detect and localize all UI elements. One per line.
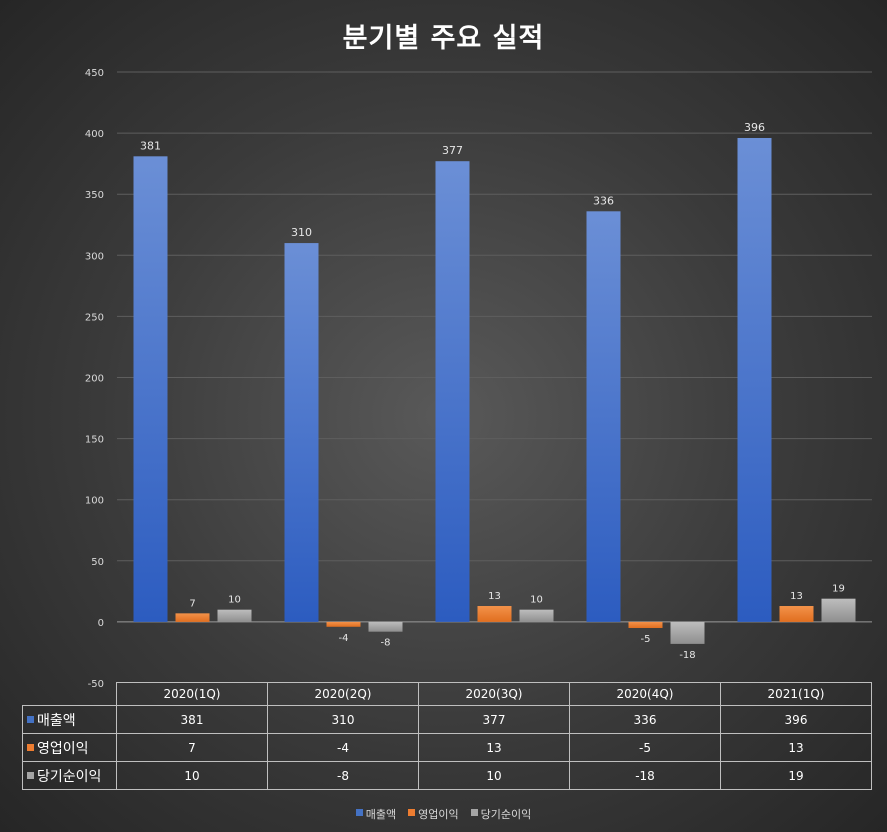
bar-0-1 (284, 243, 319, 622)
data-label: -4 (339, 633, 349, 644)
y-tick-label: 250 (85, 312, 104, 323)
table-cell: 381 (116, 705, 268, 734)
y-tick-label: 50 (91, 557, 104, 568)
chart-title: 분기별 주요 실적 (342, 23, 545, 54)
legend-swatch (355, 809, 363, 816)
data-label: 13 (790, 591, 803, 602)
bar-1-1 (326, 621, 361, 627)
data-label: 10 (530, 595, 543, 606)
table-cell: -18 (569, 761, 721, 790)
table-cell: 7 (116, 733, 268, 762)
data-label: -8 (381, 638, 391, 649)
table-cell: 310 (267, 705, 419, 734)
y-tick-label: 100 (85, 496, 104, 507)
legend-swatch (408, 809, 416, 816)
chart-legend: 매출액 영업이익 당기순이익 (0, 806, 887, 822)
legend-item: 매출액 (355, 806, 396, 822)
table-cell: 13 (720, 733, 872, 762)
data-label: 19 (832, 584, 845, 595)
bar-2-2 (519, 609, 554, 622)
table-cell: -5 (569, 733, 721, 762)
table-cell: -4 (267, 733, 419, 762)
bar-2-0 (217, 609, 252, 622)
table-series-label: 영업이익 (22, 733, 117, 762)
bar-1-4 (779, 606, 814, 622)
table-row: 영업이익 7 -4 13 -5 13 (22, 733, 872, 762)
y-tick-label: 0 (98, 618, 104, 629)
table-series-label: 당기순이익 (22, 761, 117, 790)
data-label: -5 (641, 634, 651, 645)
y-tick-label: 400 (85, 129, 104, 140)
data-label: 7 (189, 598, 195, 609)
legend-swatch (470, 809, 478, 816)
bar-2-4 (821, 598, 856, 622)
data-label: 310 (291, 226, 312, 239)
data-label: -18 (679, 650, 695, 661)
data-table-body: 매출액 381 310 377 336 396 영업이익 7 -4 13 -5 13 당기순이익 10 -8… (22, 705, 872, 790)
table-category-header: 2021(1Q) (720, 682, 872, 706)
table-series-label: 매출액 (22, 705, 117, 734)
bar-0-2 (435, 161, 470, 622)
y-tick-label: 450 (85, 68, 104, 79)
y-tick-label: 200 (85, 374, 104, 385)
data-label: 396 (744, 121, 765, 134)
legend-item: 당기순이익 (470, 806, 531, 822)
y-tick-label: 350 (85, 190, 104, 201)
table-cell: 396 (720, 705, 872, 734)
table-cell: 19 (720, 761, 872, 790)
data-table-header: 2020(1Q) 2020(2Q) 2020(3Q) 2020(4Q) 2021(1Q) (23, 682, 872, 706)
table-category-header: 2020(2Q) (267, 682, 419, 706)
table-category-header: 2020(4Q) (569, 682, 721, 706)
data-label: 377 (442, 144, 463, 157)
legend-item: 영업이익 (408, 806, 459, 822)
table-category-header: 2020(3Q) (418, 682, 570, 706)
table-cell: 13 (418, 733, 570, 762)
data-label: 10 (228, 595, 241, 606)
table-row: 당기순이익 10 -8 10 -18 19 (22, 761, 872, 790)
data-label: 381 (140, 139, 161, 152)
series-swatch (27, 771, 34, 779)
table-cell: 10 (116, 761, 268, 790)
bar-1-3 (628, 621, 663, 629)
bar-0-0 (133, 156, 168, 622)
data-label: 336 (593, 194, 614, 207)
data-label: 13 (488, 591, 501, 602)
table-row: 매출액 381 310 377 336 396 (22, 705, 872, 734)
table-cell: 377 (418, 705, 570, 734)
bar-0-3 (586, 211, 621, 622)
bar-1-0 (175, 613, 210, 622)
table-cell: 336 (569, 705, 721, 734)
bar-2-1 (368, 621, 403, 632)
data-table: 2020(1Q) 2020(2Q) 2020(3Q) 2020(4Q) 2021(1Q)… (22, 682, 872, 790)
bar-2-3 (670, 621, 705, 644)
bar-0-4 (737, 137, 772, 622)
data-table-corner (23, 683, 117, 706)
y-tick-label: 150 (85, 435, 104, 446)
series-swatch (27, 743, 34, 751)
series-swatch (27, 715, 34, 723)
table-cell: -8 (267, 761, 419, 790)
y-tick-label: -50 (88, 679, 104, 690)
y-tick-label: 300 (85, 251, 104, 262)
table-category-header: 2020(1Q) (116, 682, 268, 706)
table-cell: 10 (418, 761, 570, 790)
bar-1-2 (477, 606, 512, 622)
